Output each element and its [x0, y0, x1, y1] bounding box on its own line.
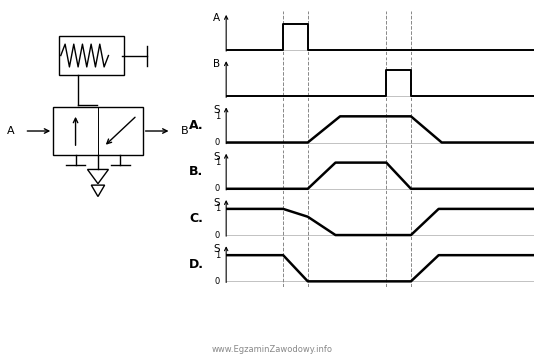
Text: 1: 1 [215, 158, 220, 167]
Text: 1: 1 [215, 251, 220, 260]
Text: S: S [214, 152, 220, 162]
Text: B: B [213, 59, 220, 69]
Text: 0: 0 [215, 138, 220, 147]
Bar [53, 107, 143, 155]
Text: 1: 1 [215, 112, 220, 121]
Text: D.: D. [189, 258, 204, 271]
Text: 0: 0 [215, 184, 220, 193]
Text: B.: B. [189, 165, 203, 178]
Text: 0: 0 [215, 277, 220, 286]
Bar [59, 36, 124, 75]
Text: 1: 1 [215, 204, 220, 213]
Text: C.: C. [189, 211, 203, 225]
Text: 0: 0 [215, 231, 220, 240]
Text: A: A [8, 126, 15, 136]
Text: S: S [214, 198, 220, 208]
Text: www.EgzaminZawodowy.info: www.EgzaminZawodowy.info [212, 345, 333, 354]
Text: B: B [181, 126, 189, 136]
Text: S: S [214, 244, 220, 254]
Text: S: S [214, 105, 220, 115]
Text: A.: A. [189, 119, 203, 132]
Text: A: A [213, 13, 220, 23]
